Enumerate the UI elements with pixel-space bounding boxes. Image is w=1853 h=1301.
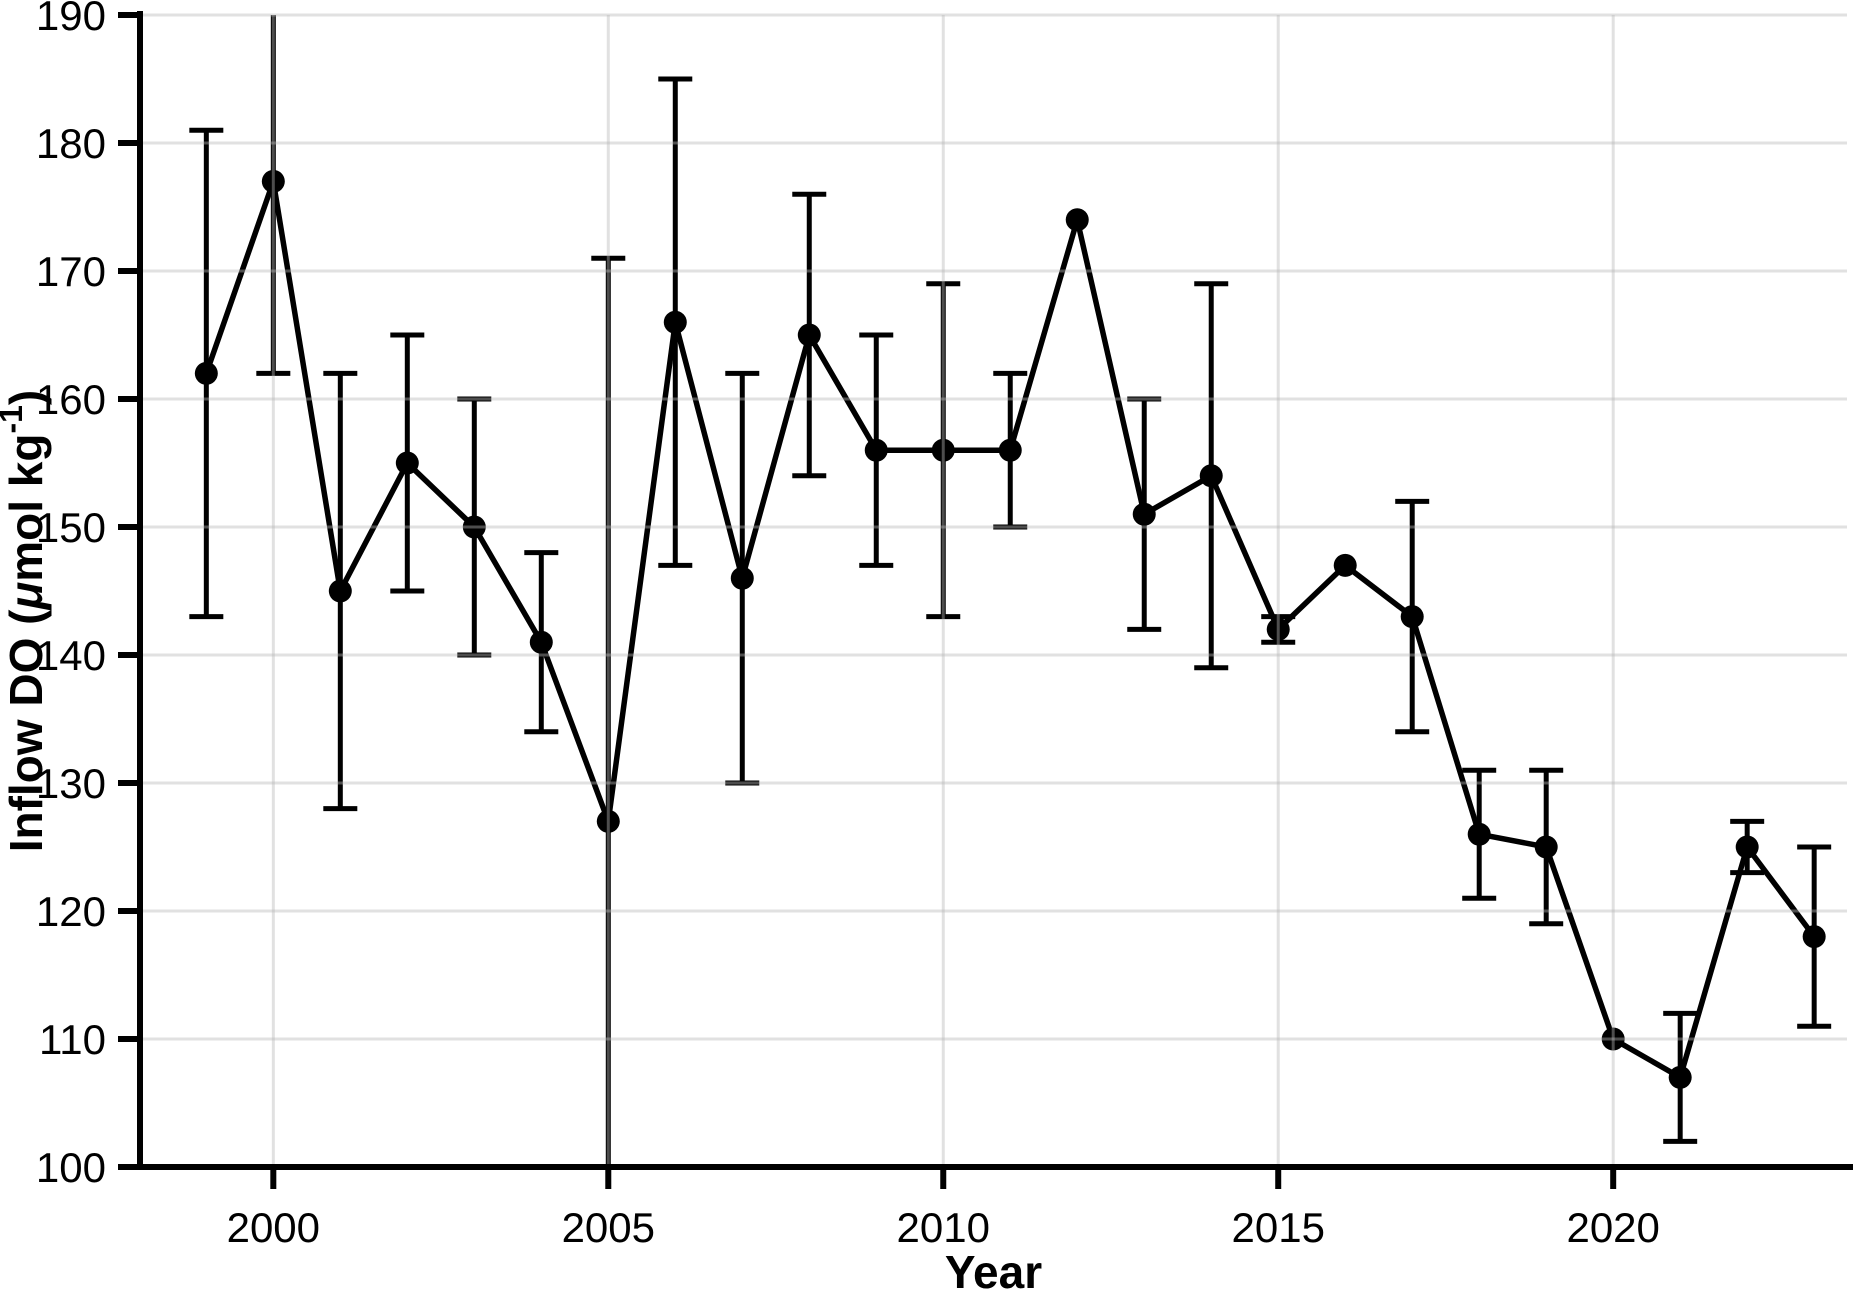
data-point <box>529 630 553 654</box>
data-point <box>1802 925 1826 949</box>
data-point <box>1534 835 1558 859</box>
y-tick-label: 110 <box>39 1016 106 1063</box>
data-point <box>1668 1065 1692 1089</box>
error-bars-layer <box>189 15 1832 1167</box>
x-axis-label: Year <box>945 1246 1042 1298</box>
data-point <box>864 438 888 462</box>
data-point <box>395 451 419 475</box>
y-axis-label: Inflow DO (μmol kg-1) <box>0 390 52 853</box>
y-tick-label: 130 <box>36 760 106 807</box>
x-tick-label: 2000 <box>227 1204 320 1251</box>
x-tick-label: 2015 <box>1232 1204 1325 1251</box>
data-point <box>1601 1027 1625 1051</box>
y-tick-label: 170 <box>36 248 106 295</box>
y-tick-label: 150 <box>36 504 106 551</box>
data-points-layer <box>194 169 1826 1089</box>
data-point <box>663 310 687 334</box>
y-tick-label: 180 <box>36 120 106 167</box>
x-tick-label: 2005 <box>562 1204 655 1251</box>
data-point <box>596 809 620 833</box>
data-point <box>462 515 486 539</box>
data-point <box>931 438 955 462</box>
data-point <box>730 566 754 590</box>
data-point <box>1333 553 1357 577</box>
data-point <box>1467 822 1491 846</box>
grid-layer <box>140 13 1847 1167</box>
data-point <box>797 323 821 347</box>
data-point <box>1132 502 1156 526</box>
data-point <box>1065 208 1089 232</box>
x-tick-label: 2020 <box>1566 1204 1659 1251</box>
data-line <box>203 178 1817 1081</box>
y-tick-label: 140 <box>36 632 106 679</box>
data-point <box>1266 617 1290 641</box>
x-tick-label: 2010 <box>897 1204 990 1251</box>
data-point <box>1199 464 1223 488</box>
data-point <box>1735 835 1759 859</box>
y-tick-label: 190 <box>36 0 106 39</box>
data-point <box>261 169 285 193</box>
y-tick-label: 160 <box>36 376 106 423</box>
data-point <box>1400 605 1424 629</box>
data-point <box>328 579 352 603</box>
y-tick-label: 120 <box>36 888 106 935</box>
data-point <box>998 438 1022 462</box>
y-tick-label: 100 <box>36 1144 106 1191</box>
data-point <box>194 361 218 385</box>
